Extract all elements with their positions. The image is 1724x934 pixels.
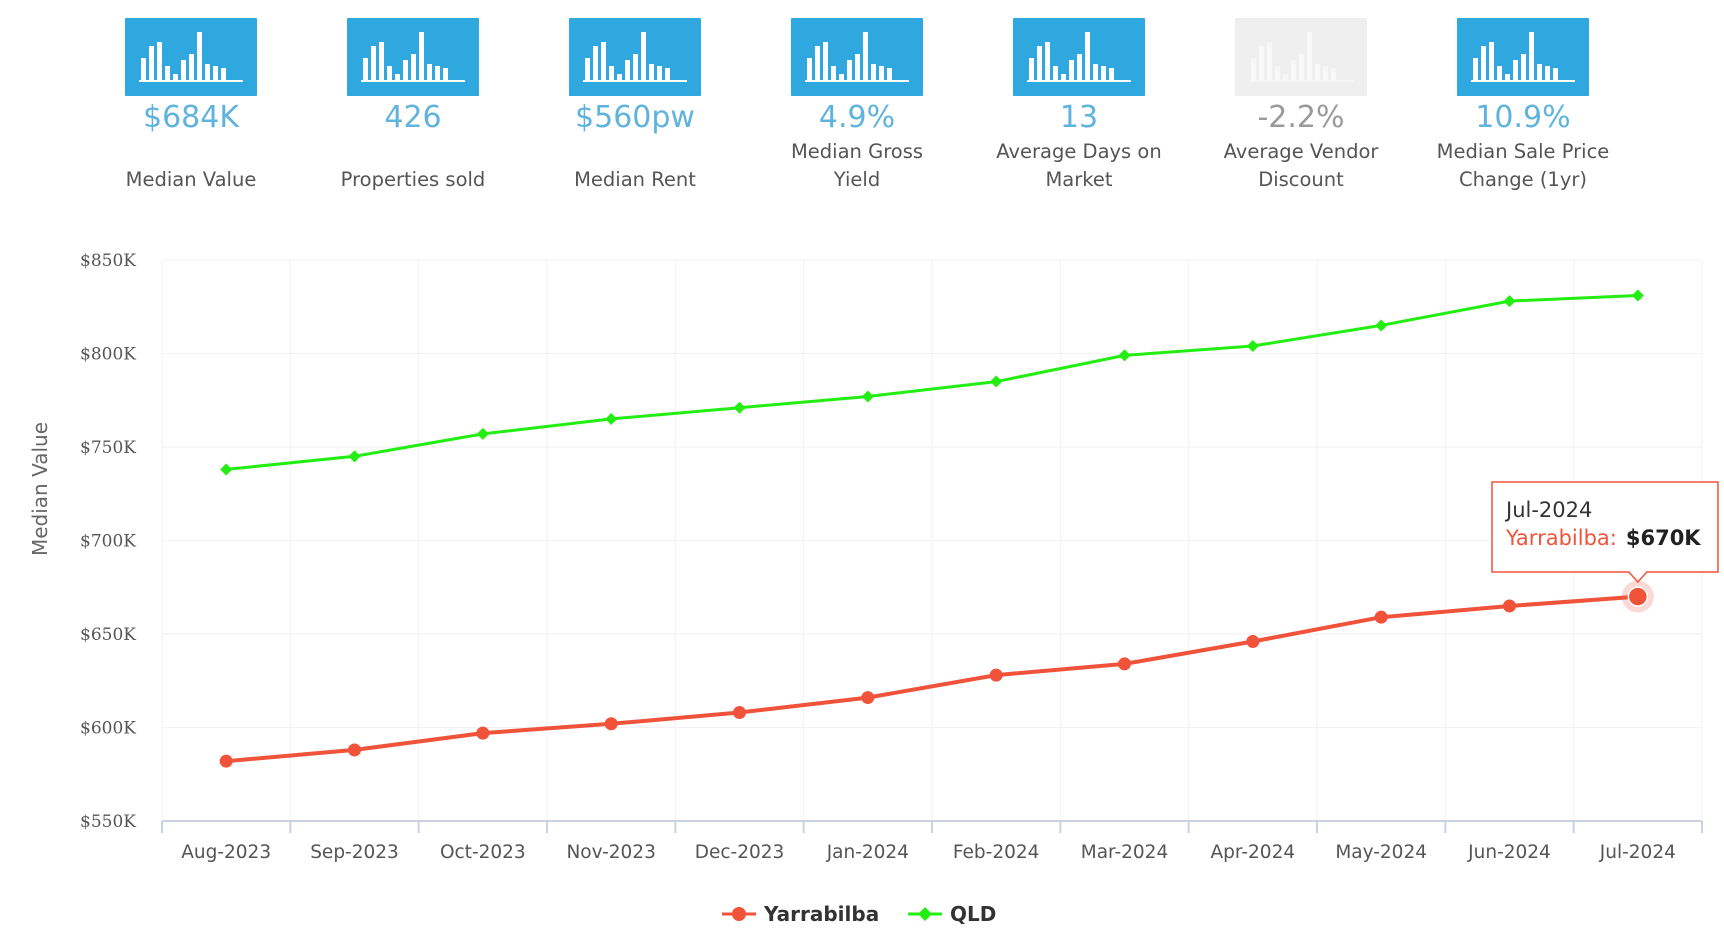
data-point-qld[interactable] [605, 412, 618, 425]
stats-panel: $684K Median Value 426 Properties sold $560p… [0, 0, 1724, 210]
x-tick-label: Nov-2023 [566, 842, 655, 863]
data-point-qld[interactable] [476, 427, 489, 440]
stat-3: $560pw Median Rent [523, 18, 747, 194]
tooltip-separator: : [1610, 526, 1617, 550]
legend[interactable]: Yarrabilba QLD [722, 902, 996, 926]
x-tick-label: Sep-2023 [310, 842, 399, 863]
bar-chart-icon [1013, 18, 1145, 96]
x-tick-label: Feb-2024 [953, 842, 1040, 863]
stat-label: Median Rent [574, 168, 696, 191]
stat-7: 10.9% Median Sale Price Change (1yr) [1411, 18, 1635, 194]
x-axis: Aug-2023 Sep-2023 Oct-2023 Nov-2023 Dec-2023… [161, 820, 1703, 863]
series-line-qld [224, 294, 1640, 471]
chart-grid [161, 259, 1703, 822]
bar-chart-icon [1457, 18, 1589, 96]
stat-label: Average Days on Market [996, 140, 1162, 191]
data-point-qld[interactable] [1375, 319, 1388, 332]
hover-point [1627, 586, 1649, 607]
bar-chart-icon [1235, 18, 1367, 96]
data-point-yarrabilba[interactable] [861, 691, 875, 705]
legend-circle-icon [732, 907, 746, 921]
data-point-yarrabilba[interactable] [1503, 599, 1516, 613]
stat-value: 10.9% [1475, 100, 1571, 135]
x-tick-label: Aug-2023 [181, 842, 271, 863]
y-axis-ticks: $550K $600K $650K $700K $750K $800K $850K [80, 251, 136, 832]
tooltip: Jul-2024 Yarrabilba: $670K [1491, 481, 1719, 613]
legend-label[interactable]: QLD [950, 902, 996, 926]
legend-item-qld[interactable]: QLD [908, 902, 996, 926]
x-tick-label: May-2024 [1335, 842, 1427, 863]
data-point-yarrabilba[interactable] [348, 743, 361, 757]
stat-value: $684K [142, 100, 240, 135]
stat-2: 426 Properties sold [301, 18, 525, 194]
data-point-yarrabilba[interactable] [604, 717, 618, 731]
series-lines [224, 294, 1640, 764]
tooltip-box [1491, 481, 1719, 584]
x-tick-label: Mar-2024 [1081, 842, 1168, 863]
y-tick-label: $550K [80, 812, 136, 832]
y-tick-label: $800K [80, 345, 136, 365]
data-point-yarrabilba[interactable] [733, 706, 746, 720]
y-tick-label: $600K [80, 719, 136, 739]
y-tick-label: $650K [80, 625, 136, 645]
data-point-yarrabilba[interactable] [1246, 634, 1260, 648]
stat-value: -2.2% [1257, 100, 1345, 135]
stat-5: 13 Average Days on Market [967, 18, 1191, 194]
data-point-yarrabilba[interactable] [219, 754, 233, 768]
x-tick-label: Jan-2024 [826, 842, 909, 863]
x-tick-label: Jun-2024 [1467, 842, 1551, 863]
stat-1: $684K Median Value [79, 18, 303, 194]
tooltip-date: Jul-2024 [1504, 498, 1592, 522]
data-point-qld[interactable] [861, 390, 874, 403]
tooltip-series-name: Yarrabilba [1505, 526, 1610, 550]
x-tick-label: Apr-2024 [1211, 842, 1296, 863]
stat-label: Median Sale Price Change (1yr) [1436, 140, 1610, 191]
y-tick-label: $750K [80, 438, 136, 458]
stat-value: 426 [384, 100, 442, 135]
data-point-qld[interactable] [1503, 295, 1516, 308]
data-point-qld[interactable] [1246, 340, 1259, 353]
y-axis-title: Median Value [28, 422, 52, 556]
data-point-yarrabilba[interactable] [989, 668, 1003, 682]
data-point-yarrabilba[interactable] [1118, 657, 1131, 671]
stat-6: -2.2% Average Vendor Discount [1189, 18, 1413, 194]
legend-item-yarrabilba[interactable]: Yarrabilba [722, 902, 879, 926]
stat-label: Median Value [125, 168, 257, 191]
data-point-qld[interactable] [1118, 349, 1131, 362]
legend-diamond-icon [918, 907, 932, 921]
x-tick-label: Dec-2023 [695, 842, 785, 863]
data-point-qld[interactable] [1631, 289, 1644, 302]
series-points [219, 289, 1645, 768]
data-point-qld[interactable] [220, 463, 233, 476]
y-tick-label: $850K [80, 251, 136, 271]
x-tick-label: Oct-2023 [440, 842, 526, 863]
legend-label[interactable]: Yarrabilba [763, 902, 879, 926]
bar-chart-icon [791, 18, 923, 96]
data-point-qld[interactable] [990, 375, 1003, 388]
x-tick-label: Jul-2024 [1599, 842, 1676, 863]
stat-label: Median Gross Yield [790, 140, 924, 191]
stat-4: 4.9% Median Gross Yield [745, 18, 969, 194]
bar-chart-icon [347, 18, 479, 96]
stat-value: 13 [1059, 100, 1099, 135]
bar-chart-icon [569, 18, 701, 96]
stat-value: 4.9% [818, 100, 896, 135]
tooltip-value: $670K [1626, 526, 1701, 550]
stat-label: Properties sold [340, 168, 486, 191]
series-line-yarrabilba [224, 594, 1640, 764]
data-point-qld[interactable] [733, 401, 746, 414]
data-point-qld[interactable] [348, 450, 361, 463]
tooltip-value-line: Yarrabilba: $670K [1505, 526, 1701, 550]
y-tick-label: $700K [80, 532, 136, 552]
bar-chart-icon [125, 18, 257, 96]
stat-value: $560pw [575, 100, 695, 135]
stat-label: Average Vendor Discount [1223, 140, 1379, 191]
data-point-yarrabilba[interactable] [1374, 610, 1388, 624]
data-point-yarrabilba[interactable] [476, 726, 490, 740]
